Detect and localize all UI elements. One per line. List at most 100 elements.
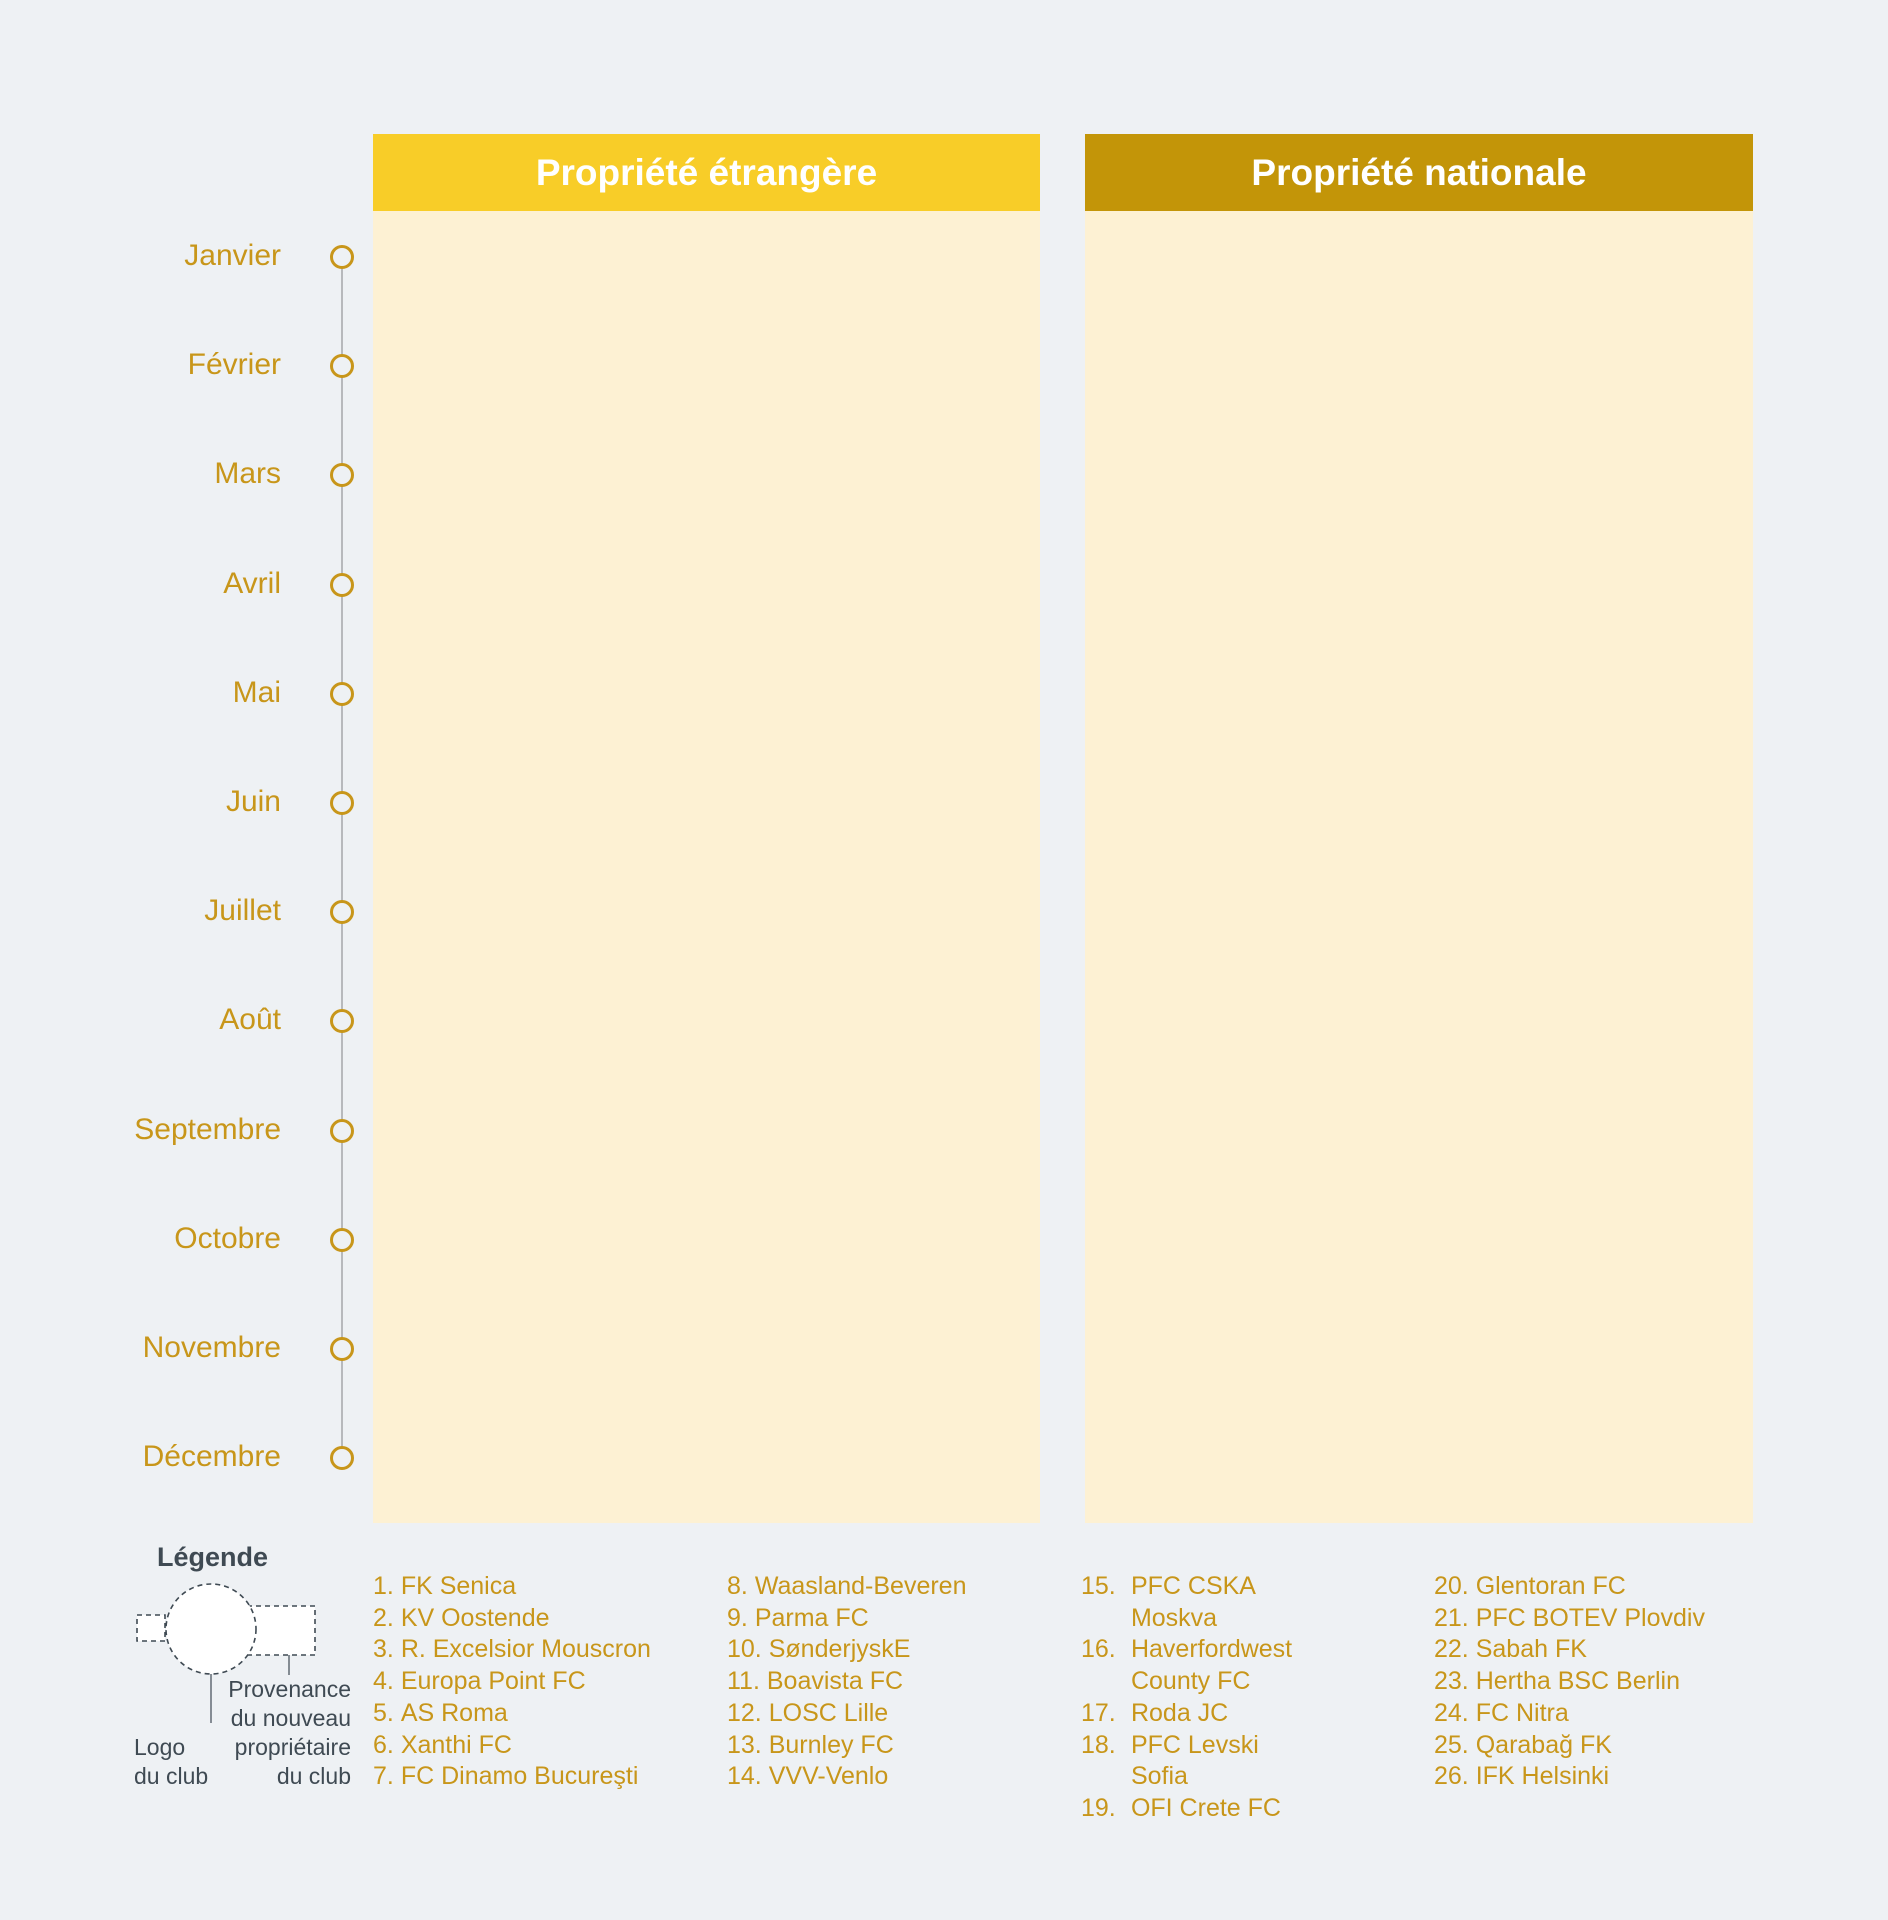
club-name: FK Senica	[400, 1572, 517, 1600]
club-list-item: 19. OFI Crete FC	[1081, 1793, 1311, 1825]
club-list-column-1: 1. FK Senica 2. KV Oostende 3. R. Excelsio…	[373, 1571, 651, 1793]
month-label: Octobre	[174, 1221, 281, 1255]
club-name: IFK Helsinki	[1475, 1762, 1610, 1791]
club-list-item: 11. Boavista FC	[727, 1666, 967, 1698]
month-row: Février	[0, 336, 1888, 396]
club-list-item: 14. VVV-Venlo	[727, 1761, 967, 1793]
club-list-item: 22. Sabah FK	[1434, 1634, 1705, 1666]
foreign-ownership-header: Propriété étrangère	[373, 134, 1040, 211]
club-number: 25.	[1434, 1730, 1469, 1759]
club-name: OFI Crete FC	[1130, 1793, 1281, 1822]
month-marker	[330, 463, 354, 488]
club-name: Xanthi FC	[400, 1730, 512, 1759]
club-name: FC Nitra	[1475, 1698, 1569, 1727]
month-label: Novembre	[142, 1331, 281, 1364]
national-ownership-panel	[1085, 211, 1753, 1523]
club-number: 14.	[727, 1762, 762, 1791]
club-number: 23.	[1434, 1667, 1469, 1696]
club-list-column-2: 8. Waasland-Beveren 9. Parma FC 10. Sønder…	[727, 1571, 967, 1793]
club-number: 19.	[1081, 1793, 1116, 1822]
club-name: Hertha BSC Berlin	[1475, 1667, 1680, 1696]
legend-origin-box-left	[136, 1614, 166, 1642]
club-number: 20.	[1434, 1572, 1469, 1600]
club-list-item: 18. PFC Levski Sofia	[1081, 1730, 1311, 1793]
club-list-item: 17. Roda JC	[1081, 1698, 1311, 1730]
club-list-item: 2. KV Oostende	[373, 1603, 651, 1635]
month-marker	[330, 1337, 354, 1361]
club-number: 21.	[1434, 1603, 1469, 1632]
club-list-item: 24. FC Nitra	[1434, 1698, 1705, 1730]
foreign-ownership-panel	[373, 211, 1040, 1523]
national-ownership-title: Propriété nationale	[1251, 151, 1587, 193]
club-name: Europa Point FC	[400, 1667, 586, 1696]
club-list-item: 8. Waasland-Beveren	[727, 1571, 967, 1603]
month-row: Octobre	[0, 1210, 1888, 1270]
club-number: 22.	[1434, 1635, 1469, 1664]
club-name: PFC CSKA Moskva	[1130, 1572, 1255, 1632]
club-name: Haverfordwest County FC	[1130, 1635, 1293, 1696]
club-list-item: 9. Parma FC	[727, 1603, 967, 1635]
club-number: 24.	[1434, 1698, 1469, 1727]
legend-logo-circle	[165, 1583, 257, 1675]
month-row: Novembre	[0, 1319, 1888, 1379]
club-list-item: 16. Haverfordwest County FC	[1081, 1634, 1311, 1697]
club-number: 4.	[373, 1667, 394, 1696]
club-name: AS Roma	[400, 1698, 508, 1727]
national-ownership-header: Propriété nationale	[1085, 134, 1753, 211]
club-number: 2.	[373, 1603, 394, 1632]
month-marker	[330, 354, 354, 379]
foreign-ownership-title: Propriété étrangère	[535, 151, 878, 193]
club-list-item: 4. Europa Point FC	[373, 1666, 651, 1698]
club-name: Parma FC	[754, 1603, 869, 1632]
club-list-item: 21. PFC BOTEV Plovdiv	[1434, 1603, 1705, 1635]
club-number: 17.	[1081, 1698, 1116, 1727]
club-number: 16.	[1081, 1635, 1116, 1664]
month-label: Août	[219, 1003, 281, 1037]
club-list-item: 10. SønderjyskE	[727, 1634, 967, 1666]
month-row: Décembre	[0, 1428, 1888, 1488]
club-number: 9.	[727, 1603, 748, 1632]
club-number: 10.	[727, 1635, 762, 1664]
club-number: 7.	[373, 1762, 394, 1791]
month-marker	[330, 1446, 354, 1471]
month-row: Juin	[0, 773, 1888, 833]
month-row: Mai	[0, 664, 1888, 724]
club-name: LOSC Lille	[768, 1698, 889, 1727]
month-label: Juillet	[204, 894, 281, 928]
legend-diagram	[136, 1583, 316, 1723]
month-row: Août	[0, 991, 1888, 1051]
club-number: 6.	[373, 1730, 394, 1759]
month-row: Avril	[0, 555, 1888, 615]
month-marker	[330, 791, 354, 815]
club-list-column-4: 20. Glentoran FC 21. PFC BOTEV Plovdiv 22.…	[1434, 1571, 1705, 1793]
club-name: PFC BOTEV Plovdiv	[1475, 1603, 1705, 1632]
club-name: Sabah FK	[1475, 1635, 1587, 1664]
month-label: Septembre	[134, 1112, 281, 1146]
club-name: Roda JC	[1130, 1698, 1229, 1727]
club-name: Boavista FC	[766, 1667, 904, 1696]
month-marker	[330, 245, 354, 269]
month-label: Mai	[232, 675, 281, 709]
month-marker	[330, 1118, 354, 1143]
club-number: 3.	[373, 1635, 394, 1664]
club-list-item: 15. PFC CSKA Moskva	[1081, 1571, 1311, 1634]
month-label: Mars	[214, 457, 281, 491]
legend-title: Légende	[156, 1542, 269, 1572]
month-label: Avril	[223, 566, 281, 600]
month-marker	[330, 900, 354, 925]
club-list-item: 26. IFK Helsinki	[1434, 1761, 1705, 1793]
legend-origin-box-right	[246, 1605, 316, 1656]
legend-logo-label: Logo du club	[134, 1734, 209, 1789]
club-number: 8.	[727, 1572, 748, 1600]
club-list-item: 7. FC Dinamo Bucureşti	[373, 1761, 651, 1793]
club-name: Qarabağ FK	[1475, 1730, 1612, 1759]
club-list-item: 6. Xanthi FC	[373, 1730, 651, 1762]
club-name: FC Dinamo Bucureşti	[400, 1762, 639, 1791]
club-number: 12.	[727, 1698, 762, 1727]
month-marker	[330, 681, 354, 706]
legend-provenance-label: Provenance du nouveau propriétaire du cl…	[228, 1676, 351, 1789]
month-marker	[330, 1009, 354, 1034]
club-name: Glentoran FC	[1475, 1572, 1626, 1600]
club-list-item: 23. Hertha BSC Berlin	[1434, 1666, 1705, 1698]
club-list-item: 12. LOSC Lille	[727, 1698, 967, 1730]
